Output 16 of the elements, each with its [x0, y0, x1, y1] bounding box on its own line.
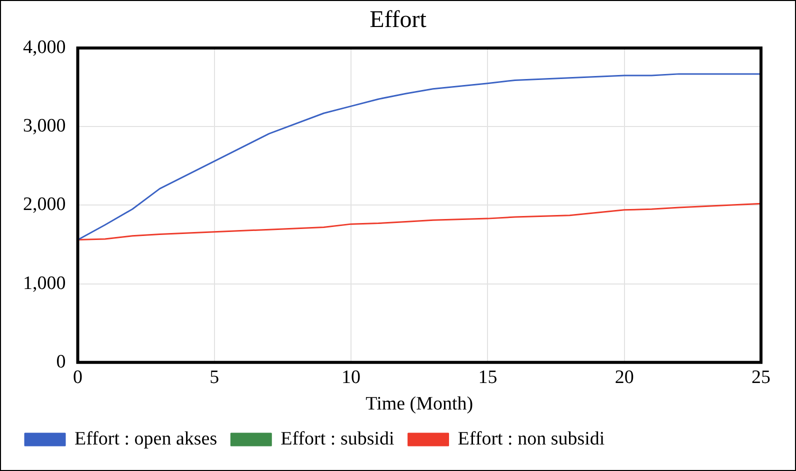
legend-label: Effort : subsidi — [280, 428, 394, 450]
y-tick-label: 4,000 — [23, 36, 66, 58]
x-tick-label: 20 — [614, 366, 634, 388]
x-tick-label: 5 — [210, 366, 220, 388]
legend-label: Effort : open akses — [74, 428, 218, 450]
x-tick-label: 0 — [73, 366, 82, 388]
y-tick-label: 0 — [56, 351, 66, 372]
x-axis-title: Time (Month) — [366, 394, 474, 415]
y-tick-label: 3,000 — [23, 116, 66, 137]
y-tick-label: 1,000 — [23, 272, 66, 294]
x-tick-label: 25 — [752, 366, 770, 388]
y-tick-label: 2,000 — [23, 194, 66, 216]
x-tick-label: 15 — [478, 366, 498, 388]
chart-title: Effort — [368, 7, 428, 34]
x-tick-label: 10 — [342, 366, 361, 388]
legend-label: Effort : non subsidi — [458, 428, 605, 450]
